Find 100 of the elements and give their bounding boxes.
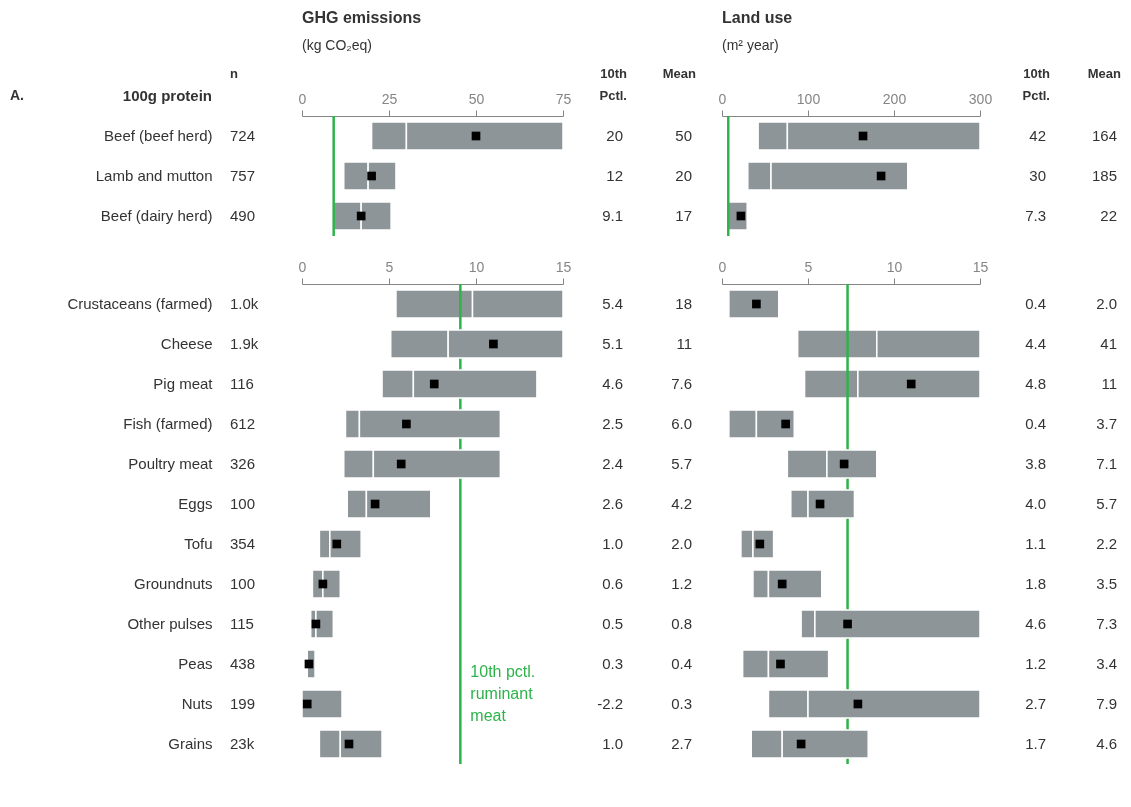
point xyxy=(489,339,498,349)
text: 0.4 xyxy=(1025,415,1046,432)
text: 164 xyxy=(1091,127,1117,144)
text: 1.1 xyxy=(1025,535,1046,552)
text: 50 xyxy=(675,127,692,144)
text: 326 xyxy=(230,455,256,472)
text: 1.2 xyxy=(671,575,692,592)
x-tick-label: 5 xyxy=(804,258,813,275)
point xyxy=(776,659,785,669)
text: 20 xyxy=(675,167,692,184)
text: 490 xyxy=(230,207,256,224)
chart-subtitle: (kg CO₂eq) xyxy=(302,37,373,53)
text: 5.7 xyxy=(671,455,692,472)
text: 0.3 xyxy=(671,695,692,712)
text: 2.7 xyxy=(671,735,692,752)
text: 1.0k xyxy=(230,295,259,312)
text: 5.7 xyxy=(1096,495,1117,512)
x-tick-label: 25 xyxy=(381,90,398,107)
x-tick-label: 75 xyxy=(555,90,572,107)
y-tick-label: Pig meat xyxy=(153,375,214,392)
x-tick-label: 5 xyxy=(385,258,394,275)
point xyxy=(332,539,342,549)
text: 354 xyxy=(230,535,256,552)
text: 4.6 xyxy=(1025,615,1046,632)
text: 4.0 xyxy=(1025,495,1046,512)
text: 100g protein xyxy=(122,87,212,104)
text: 4.4 xyxy=(1025,335,1046,352)
y-tick-label: Cheese xyxy=(160,335,213,352)
point xyxy=(396,459,406,469)
text: 4.2 xyxy=(671,495,692,512)
x-tick-label: 0 xyxy=(298,258,307,275)
x-tick-label: 15 xyxy=(555,258,572,275)
x-tick-label: 10 xyxy=(468,258,485,275)
text: -2.2 xyxy=(597,695,623,712)
text: 1.7 xyxy=(1025,735,1046,752)
text: 7.3 xyxy=(1096,615,1117,632)
y-tick-label: Grains xyxy=(168,735,213,752)
bar xyxy=(301,689,343,719)
text: 22 xyxy=(1100,207,1117,224)
text: 2.5 xyxy=(602,415,623,432)
text: 6.0 xyxy=(671,415,692,432)
text: 3.4 xyxy=(1096,655,1117,672)
text: 30 xyxy=(1029,167,1046,184)
text: 0.4 xyxy=(671,655,692,672)
text: 11 xyxy=(676,335,692,352)
text: 5.1 xyxy=(602,335,623,352)
text: n xyxy=(230,66,238,81)
text: A. xyxy=(10,87,24,103)
x-tick-label: 0 xyxy=(718,90,727,107)
text: 4.8 xyxy=(1025,375,1046,392)
text: 1.0 xyxy=(602,535,623,552)
chart-subtitle: (m² year) xyxy=(722,37,779,53)
text: 0.3 xyxy=(602,655,623,672)
text: 100 xyxy=(230,495,256,512)
point xyxy=(302,699,312,709)
y-tick-label: Beef (beef herd) xyxy=(104,127,213,144)
text: 23k xyxy=(230,735,255,752)
text: 0.5 xyxy=(602,615,623,632)
text: 0.8 xyxy=(671,615,692,632)
text: 2.6 xyxy=(602,495,623,512)
text: 12 xyxy=(606,167,623,184)
bar xyxy=(728,289,780,319)
point xyxy=(429,379,439,389)
text: 10th Pctl. xyxy=(599,66,628,103)
text: 199 xyxy=(230,695,256,712)
point xyxy=(781,419,790,429)
text: 100 xyxy=(230,575,256,592)
text: 18 xyxy=(675,295,692,312)
text: 10th Pctl. xyxy=(1022,66,1051,103)
text: 17 xyxy=(675,207,692,224)
text: 724 xyxy=(230,127,256,144)
text: 0.6 xyxy=(602,575,623,592)
x-tick-label: 15 xyxy=(972,258,989,275)
text: 5.4 xyxy=(602,295,623,312)
y-tick-label: Poultry meat xyxy=(128,455,214,472)
text: 11 xyxy=(1101,375,1117,392)
text: 3.5 xyxy=(1096,575,1117,592)
x-tick-label: 50 xyxy=(468,90,485,107)
y-tick-label: Nuts xyxy=(181,695,213,712)
text: 7.6 xyxy=(671,375,692,392)
text: 1.9k xyxy=(230,335,259,352)
text: 7.3 xyxy=(1025,207,1046,224)
y-tick-label: Fish (farmed) xyxy=(123,415,213,432)
text: 41 xyxy=(1100,335,1117,352)
y-tick-label: Crustaceans (farmed) xyxy=(67,295,213,312)
point xyxy=(752,299,761,309)
text: 42 xyxy=(1029,127,1046,144)
x-tick-label: 0 xyxy=(298,90,307,107)
text: 116 xyxy=(230,375,254,392)
y-tick-label: Groundnuts xyxy=(134,575,213,592)
y-tick-label: Eggs xyxy=(178,495,213,512)
text: 612 xyxy=(230,415,256,432)
text: 3.7 xyxy=(1096,415,1117,432)
text: 115 xyxy=(230,615,254,632)
y-tick-label: Beef (dairy herd) xyxy=(100,207,213,224)
text: 1.0 xyxy=(602,735,623,752)
y-tick-label: Peas xyxy=(178,655,213,672)
chart-title: GHG emissions xyxy=(302,9,422,26)
point xyxy=(843,619,852,629)
text: 2.7 xyxy=(1025,695,1046,712)
